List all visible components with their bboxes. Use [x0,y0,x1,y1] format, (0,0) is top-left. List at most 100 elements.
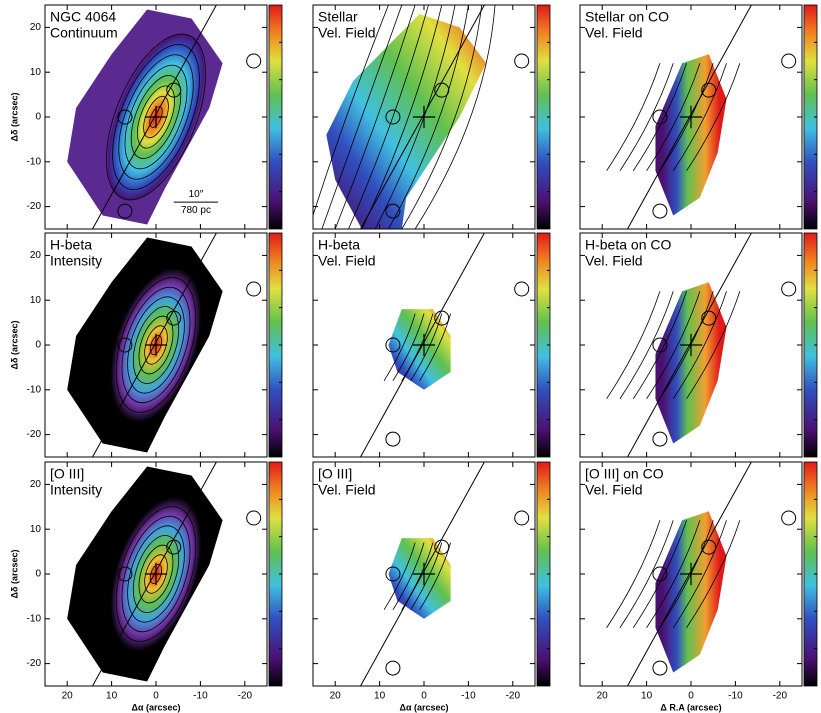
map-region [655,511,727,673]
y-tick-label: 10 [30,524,42,535]
contour [132,535,180,613]
contour [143,95,169,139]
x-axis-label: Δ R.A (arcsec) [660,702,721,712]
contour [672,291,727,399]
contour [348,5,429,229]
reference-circle [434,310,450,326]
y-tick-label: 20 [30,22,42,33]
x-tick-label: 10 [374,691,386,702]
reference-circle [652,431,668,447]
contour [632,63,687,171]
reference-circle [385,660,401,676]
y-tick-label: 10 [30,67,42,78]
x-tick-label: -10 [461,691,476,702]
reference-circle [385,431,401,447]
reference-circle [652,109,668,125]
map [606,233,797,457]
x-tick-label: 20 [62,691,74,702]
panel-title: H-beta [50,237,92,253]
contour [646,63,701,171]
reference-circle [246,510,262,526]
reference-circle [246,281,262,297]
x-tick-label: -20 [238,691,253,702]
x-tick-label: 10 [106,691,118,702]
contour [127,525,185,623]
y-tick-label: -10 [27,384,42,395]
x-tick-label: 20 [597,691,609,702]
contour [383,313,416,382]
reference-circle [514,281,530,297]
reference-circle [701,539,717,555]
y-tick-label: 20 [30,479,42,490]
panel-title: H-beta [318,237,360,253]
reference-circle [117,660,133,676]
reference-circle [652,203,668,219]
x-axis-label: Δα (arcsec) [399,702,448,712]
reference-circle [434,539,450,555]
panel-title: Vel. Field [318,25,376,41]
contour [410,313,443,382]
y-tick-label: 20 [30,250,42,261]
reference-circle [385,566,401,582]
contour [115,277,197,413]
reference-circle [246,53,262,69]
scale-bar-label: 10″ [189,189,204,200]
contour [149,563,163,585]
contour [686,63,741,171]
reference-circle [781,510,797,526]
panel-title: Continuum [50,25,118,41]
map-region [326,13,487,229]
contour [144,554,168,594]
reference-circle [514,510,530,526]
panel-title: Stellar on CO [585,9,669,25]
panel: 20 10 0 -10 -20 [O III]Vel. Field Δα (arcsec) [312,461,551,712]
y-axis-label: Δδ (arcsec) [9,93,19,142]
y-tick-label: 0 [35,112,41,123]
reference-circle [117,431,133,447]
reference-circle [166,82,182,98]
contour [392,313,425,382]
contour [606,63,661,171]
contour [686,520,741,628]
contour [646,291,701,399]
map [606,462,797,686]
contour [313,5,389,217]
reference-circle [514,53,530,69]
y-axis-label: Δδ (arcsec) [9,550,19,599]
reference-circle [652,566,668,582]
reference-circle [652,660,668,676]
x-tick-label: 20 [330,691,342,702]
contour [414,5,496,229]
contour [619,520,674,628]
panel-title: Intensity [50,482,102,498]
map [67,233,262,457]
y-tick-label: -20 [27,429,42,440]
x-tick-label: 0 [153,691,159,702]
contour [361,5,443,229]
map-region [655,282,727,444]
contour [144,325,168,365]
reference-circle [117,337,133,353]
reference-circle [166,310,182,326]
panel-title: Vel. Field [318,482,376,498]
contour [410,542,443,611]
contour [118,54,194,180]
y-tick-label: 0 [35,569,41,580]
contour [672,63,727,171]
contour [127,296,185,394]
x-axis-label: Δα (arcsec) [131,702,180,712]
contour [149,334,163,356]
panel-title: Vel. Field [318,253,376,269]
y-tick-label: -10 [27,156,42,167]
contour [383,542,416,611]
map [67,5,262,229]
panel-title: [O III] [50,466,84,482]
map-region [655,54,727,216]
panel-title: Vel. Field [585,253,643,269]
